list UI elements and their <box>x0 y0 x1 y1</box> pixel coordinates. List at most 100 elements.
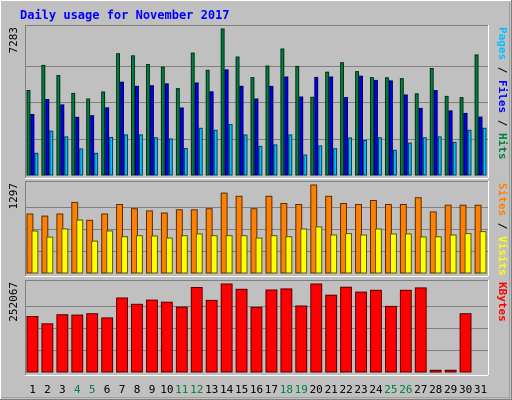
bar-sites-day-5 <box>91 240 99 274</box>
bar-hits-day-4 <box>71 92 76 176</box>
bar-pages-day-10 <box>168 138 173 176</box>
bar-kbytes-day-27 <box>414 287 427 373</box>
bar-kbytes-day-7 <box>116 297 128 373</box>
legend-entry: / <box>496 113 509 133</box>
bar-files-day-19 <box>299 96 304 176</box>
bar-files-day-14 <box>224 69 229 176</box>
bar-sites-day-9 <box>151 235 158 274</box>
bar-files-day-18 <box>284 76 289 176</box>
bar-sites-day-30 <box>464 233 472 274</box>
bar-pages-day-9 <box>154 137 158 176</box>
bar-visits-day-17 <box>265 195 273 274</box>
bar-sites-day-16 <box>255 237 263 274</box>
bar-pages-day-21 <box>333 148 338 176</box>
bar-pages-day-24 <box>378 137 382 176</box>
bar-sites-day-10 <box>165 237 173 274</box>
bar-files-day-26 <box>403 94 408 176</box>
bar-pages-day-26 <box>407 142 412 176</box>
bar-pages-day-19 <box>303 154 308 176</box>
x-tick-label-day-11: 11 <box>175 383 188 396</box>
panel-series-legend: KBytes <box>496 282 509 322</box>
bar-hits-day-10 <box>160 66 165 176</box>
bar-visits-day-27 <box>414 197 422 274</box>
x-tick-label-day-6: 6 <box>104 383 111 396</box>
bar-kbytes-day-28 <box>429 369 442 373</box>
bar-files-day-25 <box>389 80 393 176</box>
bar-pages-day-3 <box>64 136 69 176</box>
x-tick-label-day-12: 12 <box>190 383 203 396</box>
x-tick-label-day-19: 19 <box>295 383 308 396</box>
bar-sites-day-14 <box>225 235 233 274</box>
panel-series-legend: Sites / Visits <box>496 183 509 276</box>
bar-hits-day-2 <box>41 64 46 176</box>
bar-files-day-17 <box>269 85 274 176</box>
x-tick-label-day-8: 8 <box>134 383 141 396</box>
bar-pages-day-20 <box>318 145 323 176</box>
bar-kbytes-day-8 <box>131 303 143 373</box>
bar-visits-day-15 <box>235 195 243 274</box>
bar-kbytes-day-17 <box>265 289 278 373</box>
x-tick-label-day-5: 5 <box>89 383 96 396</box>
bar-sites-day-25 <box>390 233 397 274</box>
bar-kbytes-day-2 <box>41 323 54 373</box>
bar-pages-day-28 <box>437 136 442 176</box>
x-tick-label-day-17: 17 <box>265 383 278 396</box>
bar-pages-day-14 <box>228 124 233 176</box>
bar-files-day-2 <box>45 99 50 176</box>
bar-files-day-22 <box>344 97 349 176</box>
bar-hits-day-20 <box>310 96 315 176</box>
bar-hits-day-26 <box>399 78 404 176</box>
bar-files-day-4 <box>75 116 80 176</box>
bar-pages-day-12 <box>198 127 203 176</box>
bar-files-day-7 <box>120 81 124 176</box>
x-tick-label-day-29: 29 <box>444 383 457 396</box>
bar-files-day-11 <box>179 107 184 176</box>
bar-files-day-24 <box>374 79 378 176</box>
bar-kbytes-day-25 <box>385 305 397 373</box>
bar-kbytes-day-4 <box>71 314 84 373</box>
bar-pages-day-15 <box>243 134 248 176</box>
bar-hits-day-7 <box>116 53 120 176</box>
bar-hits-day-21 <box>325 71 330 176</box>
bar-files-day-30 <box>463 112 468 176</box>
bar-hits-day-28 <box>429 68 434 176</box>
bar-pages-day-18 <box>288 134 293 176</box>
bar-kbytes-day-15 <box>235 288 248 373</box>
bar-pages-day-2 <box>49 130 54 176</box>
bar-hits-day-9 <box>146 64 150 176</box>
bar-pages-day-23 <box>363 140 368 176</box>
bar-sites-day-29 <box>449 234 457 274</box>
legend-entry: KBytes <box>496 282 509 322</box>
x-tick-label-day-28: 28 <box>429 383 442 396</box>
bar-kbytes-day-20 <box>310 283 323 373</box>
bar-files-day-13 <box>209 91 214 176</box>
bar-kbytes-day-18 <box>280 288 293 373</box>
legend-entry: / <box>496 216 509 236</box>
bar-kbytes-day-6 <box>101 317 114 373</box>
bar-kbytes-day-21 <box>325 294 338 373</box>
bar-pages-day-17 <box>273 144 278 176</box>
bar-hits-day-8 <box>131 55 135 176</box>
bar-sites-day-15 <box>240 235 248 274</box>
bar-hits-day-24 <box>370 77 374 176</box>
bar-sites-day-11 <box>180 235 188 274</box>
bar-pages-day-27 <box>422 137 427 176</box>
bar-files-day-23 <box>359 75 364 176</box>
bar-kbytes-day-16 <box>250 306 263 373</box>
x-tick-label-day-25: 25 <box>384 383 397 396</box>
bar-files-day-27 <box>418 107 423 176</box>
bar-sites-day-31 <box>479 231 487 274</box>
x-tick-label-day-30: 30 <box>459 383 472 396</box>
chart-panels: 7283 Pages / Files / Hits 1297 Sites / Visi… <box>7 25 509 376</box>
panel-max-label: 252067 <box>7 282 20 322</box>
bar-hits-day-11 <box>175 88 180 176</box>
bar-pages-day-30 <box>467 129 472 176</box>
x-tick-label-day-4: 4 <box>74 383 81 396</box>
bar-sites-day-13 <box>210 235 218 274</box>
bar-hits-day-17 <box>265 65 270 176</box>
legend-entry: Files <box>496 80 509 113</box>
bar-hits-day-12 <box>190 52 195 176</box>
panel-visits-sites: 1297 Sites / Visits <box>7 181 509 277</box>
panel-series-legend: Pages / Files / Hits <box>496 27 509 160</box>
legend-entry: Pages <box>496 27 509 60</box>
